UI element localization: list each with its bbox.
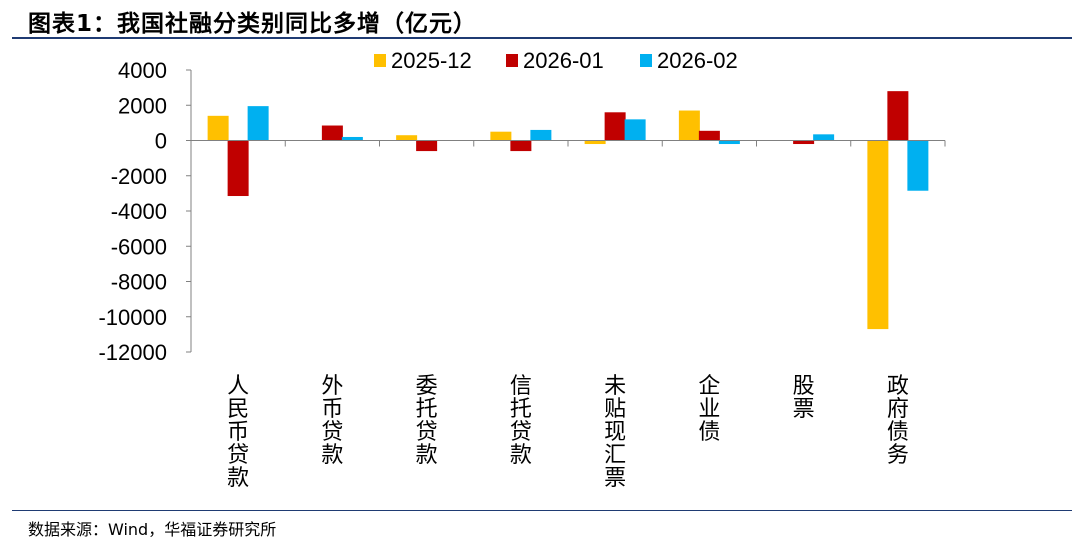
bar-2026-02-7	[907, 140, 929, 191]
legend-label: 2026-02	[657, 48, 738, 73]
legend-swatch-2025-12	[374, 54, 386, 67]
legend-label: 2026-01	[523, 48, 604, 73]
bar-2026-02-6	[813, 134, 835, 141]
y-axis: 4000 2000 0 -2000 -4000 -6000 -8000 -10000 -1200…	[98, 58, 192, 365]
y-tick-label: 0	[155, 129, 167, 154]
y-tick-label: 2000	[118, 93, 167, 118]
title-divider	[12, 37, 1072, 39]
chart-legend: 2025-12 2026-01 2026-02	[374, 48, 738, 73]
bar-2025-12-4	[584, 140, 606, 145]
bar-2026-02-0	[247, 106, 269, 141]
bar-2026-02-3	[530, 129, 552, 141]
y-tick-label: -6000	[111, 234, 167, 259]
category-label: 人民币贷款	[227, 374, 249, 491]
legend-swatch-2026-01	[506, 54, 518, 67]
category-label: 信托贷款	[510, 374, 532, 468]
bar-2025-12-3	[490, 131, 512, 141]
bar-2026-01-0	[227, 140, 249, 197]
y-tick-label: 4000	[118, 58, 167, 83]
y-tick-label: -2000	[111, 164, 167, 189]
category-label: 委托贷款	[416, 374, 438, 468]
y-tick-label: -12000	[98, 340, 167, 365]
category-label: 股票	[793, 374, 815, 422]
category-label: 企业债	[698, 374, 720, 445]
legend-swatch-2026-02	[640, 54, 652, 67]
bar-2026-01-2	[416, 140, 438, 152]
bar-series-group	[207, 91, 929, 330]
category-label: 外币贷款	[321, 374, 343, 468]
bar-2026-01-1	[321, 125, 343, 141]
bar-2026-02-4	[624, 119, 646, 141]
category-label: 政府债务	[887, 374, 909, 468]
bar-2025-12-7	[867, 140, 889, 330]
chart-title: 图表1：我国社融分类别同比多增（亿元）	[28, 11, 478, 37]
bar-2026-01-4	[604, 112, 626, 141]
y-tick-label: -4000	[111, 199, 167, 224]
y-tick-label: -10000	[98, 305, 167, 330]
x-axis	[190, 140, 946, 147]
bar-2026-01-7	[887, 91, 909, 141]
bar-2025-12-5	[678, 110, 700, 141]
bar-2026-01-5	[698, 130, 720, 141]
legend-label: 2025-12	[391, 48, 472, 73]
category-label: 未贴现汇票	[604, 374, 626, 491]
bar-2026-02-1	[341, 136, 363, 141]
source-divider	[12, 510, 1072, 511]
bar-2026-01-6	[793, 140, 815, 145]
bar-2025-12-0	[207, 115, 229, 141]
bar-2025-12-2	[396, 135, 418, 141]
data-source-note: 数据来源：Wind，华福证券研究所	[28, 520, 277, 539]
bar-2026-01-3	[510, 140, 532, 152]
y-tick-label: -8000	[111, 270, 167, 295]
bar-2026-02-5	[718, 140, 740, 145]
category-labels: 人民币贷款 外币贷款 委托贷款 信托贷款 未贴现汇票 企业债 股票 政府债务	[227, 374, 909, 491]
